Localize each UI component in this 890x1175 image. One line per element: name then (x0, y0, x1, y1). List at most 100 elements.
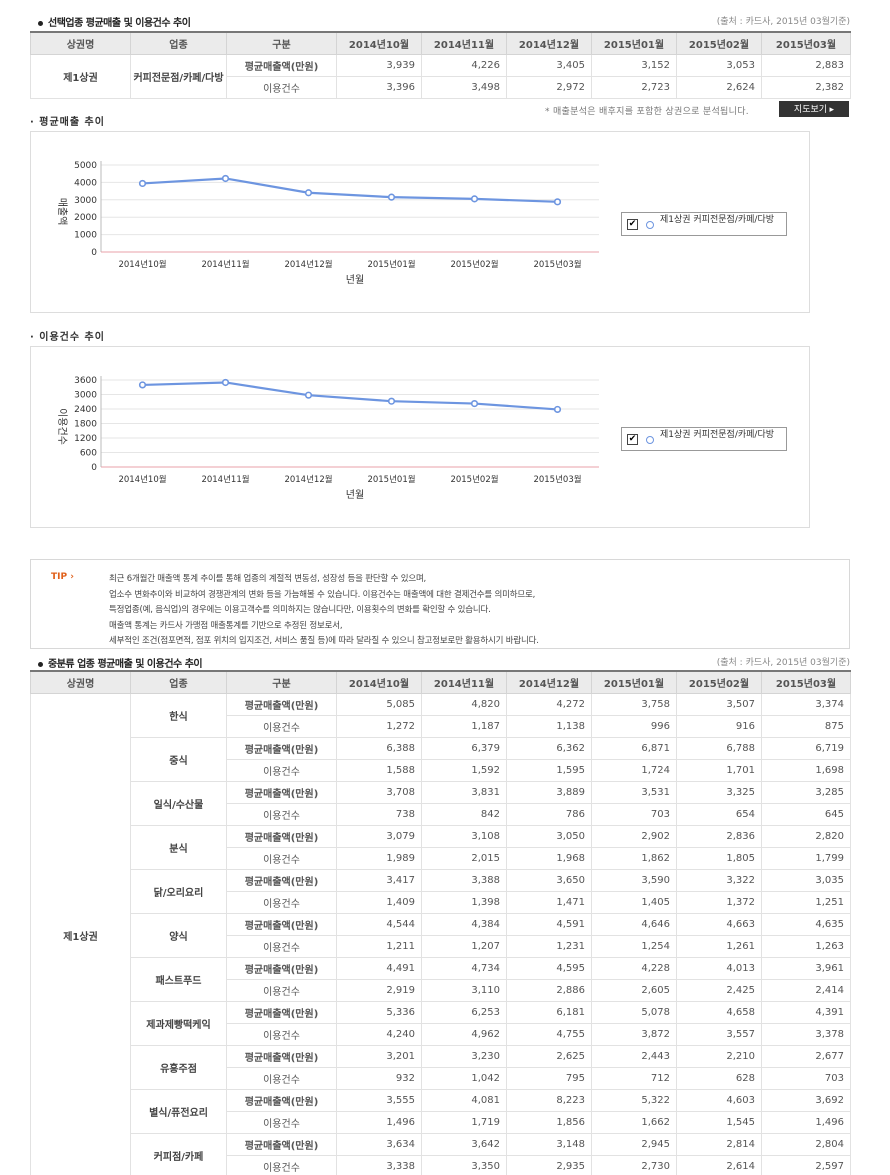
value-cell: 2,210 (676, 1044, 762, 1068)
value-cell: 6,788 (676, 736, 762, 760)
industry-cell: 패스트푸드 (130, 956, 227, 1002)
value-cell: 4,391 (761, 1000, 851, 1024)
value-cell: 4,228 (591, 956, 677, 980)
value-cell: 4,240 (336, 1022, 422, 1046)
value-cell: 3,889 (506, 780, 592, 804)
column-header: 2015년03월 (761, 31, 851, 55)
row-label-count: 이용건수 (226, 1110, 337, 1134)
row-label-sales: 평균매출액(만원) (226, 780, 337, 804)
value-cell: 2,677 (761, 1044, 851, 1068)
value-cell: 4,544 (336, 912, 422, 936)
value-cell: 1,805 (676, 846, 762, 870)
column-header: 2014년11월 (421, 31, 507, 55)
legend-label: 제1상권 커피전문점/카페/다방 (660, 430, 775, 440)
value-cell: 2,015 (421, 846, 507, 870)
data-point (387, 193, 396, 201)
value-cell: 4,595 (506, 956, 592, 980)
value-cell: 3,557 (676, 1022, 762, 1046)
y-tick-label: 3000 (74, 196, 97, 206)
industry-cell: 닭/오리요리 (130, 868, 227, 914)
column-header: 2015년01월 (591, 31, 677, 55)
y-tick-label: 5000 (74, 161, 97, 171)
value-cell: 3,634 (336, 1132, 422, 1156)
value-cell: 3,388 (421, 868, 507, 892)
data-point (221, 378, 230, 387)
y-tick-label: 0 (91, 248, 97, 258)
row-label-count: 이용건수 (226, 758, 337, 782)
tip-text: 최근 6개월간 매출액 통계 추이를 통해 업종의 계절적 변동성, 성장성 등… (109, 572, 539, 650)
value-cell: 2,886 (506, 978, 592, 1002)
value-cell: 1,701 (676, 758, 762, 782)
data-point (553, 405, 562, 414)
x-tick-label: 2014년11월 (201, 259, 249, 270)
data-point (138, 179, 147, 188)
value-cell: 3,108 (421, 824, 507, 848)
value-cell: 5,085 (336, 692, 422, 716)
value-cell: 2,820 (761, 824, 851, 848)
row-label-sales: 평균매출액(만원) (226, 1044, 337, 1068)
value-cell: 2,945 (591, 1132, 677, 1156)
value-cell: 932 (336, 1066, 422, 1090)
column-header: 상권명 (30, 31, 131, 55)
value-cell: 3,079 (336, 824, 422, 848)
value-cell: 3,374 (761, 692, 851, 716)
column-header: 2015년03월 (761, 670, 851, 694)
x-tick-label: 2014년12월 (284, 474, 332, 485)
chart1-legend[interactable]: ✔ 제1상권 커피전문점/카페/다방 (621, 212, 787, 236)
column-header: 2014년10월 (336, 670, 422, 694)
value-cell: 1,187 (421, 714, 507, 738)
value-cell: 6,388 (336, 736, 422, 760)
value-cell: 3,531 (591, 780, 677, 804)
value-cell: 2,883 (761, 53, 851, 77)
value-cell: 2,836 (676, 824, 762, 848)
value-cell: 738 (336, 802, 422, 826)
table-header-row: 상권명 업종 구분 2014년10월 2014년11월 2014년12월 2015년01월 2… (30, 31, 851, 55)
sales-trend-chart: 0 1000 2000 3000 4000 5000 2014년10월 2014년11월 201… (56, 161, 599, 286)
map-view-button[interactable]: 지도보기 ▸ (779, 101, 849, 117)
area-cell: 제1상권 (30, 692, 131, 1175)
tip-line: 특정업종(예, 음식업)의 경우에는 이용고객수를 의미하지는 않습니다만, 이… (109, 605, 491, 615)
value-cell: 4,962 (421, 1022, 507, 1046)
value-cell: 842 (421, 802, 507, 826)
table-row: 이용건수 1,272 1,187 1,138 996 916 875 (31, 714, 851, 738)
industry-cell: 양식 (130, 912, 227, 958)
tip-line: 세부적인 조건(점포면적, 점포 위치의 입지조건, 서비스 품질 등)에 따라… (109, 636, 539, 646)
y-tick-label: 3000 (74, 391, 97, 401)
value-cell: 1,471 (506, 890, 592, 914)
industry-cell: 한식 (130, 692, 227, 738)
legend-checkbox[interactable]: ✔ (627, 434, 638, 445)
row-label-count: 이용건수 (226, 802, 337, 826)
value-cell: 703 (591, 802, 677, 826)
column-header: 2014년12월 (506, 31, 592, 55)
value-cell: 1,496 (336, 1110, 422, 1134)
value-cell: 1,398 (421, 890, 507, 914)
legend-checkbox[interactable]: ✔ (627, 219, 638, 230)
value-cell: 654 (676, 802, 762, 826)
value-cell: 4,820 (421, 692, 507, 716)
row-label-count: 이용건수 (226, 1154, 337, 1175)
row-label-count: 이용건수 (226, 714, 337, 738)
value-cell: 2,730 (591, 1154, 677, 1175)
row-label-count: 이용건수 (226, 934, 337, 958)
value-cell: 4,384 (421, 912, 507, 936)
value-cell: 5,322 (591, 1088, 677, 1112)
y-axis-title: 이용건수 (56, 408, 68, 445)
value-cell: 1,211 (336, 934, 422, 958)
value-cell: 2,723 (591, 75, 677, 99)
value-cell: 4,755 (506, 1022, 592, 1046)
value-cell: 8,223 (506, 1088, 592, 1112)
row-label-sales: 평균매출액(만원) (226, 1088, 337, 1112)
tip-label: TIP › (51, 572, 74, 582)
value-cell: 3,555 (336, 1088, 422, 1112)
value-cell: 1,968 (506, 846, 592, 870)
series-line (142, 177, 558, 203)
value-cell: 916 (676, 714, 762, 738)
value-cell: 2,935 (506, 1154, 592, 1175)
chart2-legend[interactable]: ✔ 제1상권 커피전문점/카페/다방 (621, 427, 787, 451)
value-cell: 1,251 (761, 890, 851, 914)
value-cell: 5,336 (336, 1000, 422, 1024)
value-cell: 4,013 (676, 956, 762, 980)
value-cell: 795 (506, 1066, 592, 1090)
industry-cell: 별식/퓨전요리 (130, 1088, 227, 1134)
row-label-sales: 평균매출액(만원) (226, 956, 337, 980)
